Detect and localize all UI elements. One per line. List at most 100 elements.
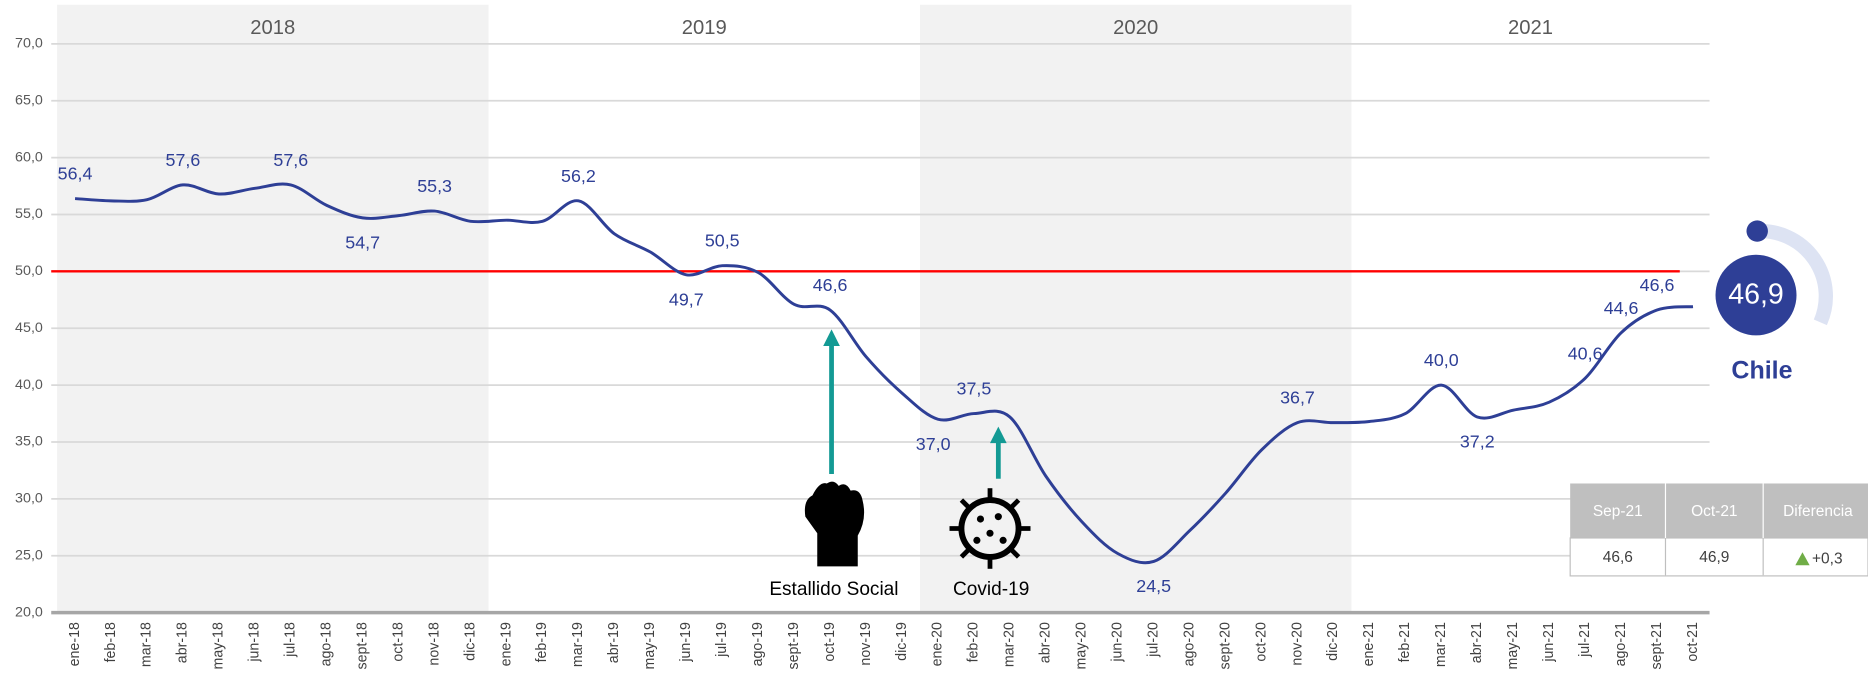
gauge-circle — [1715, 254, 1797, 336]
y-tick-label: 20,0 — [15, 604, 43, 620]
x-tick-label: mar-18 — [139, 622, 155, 667]
x-tick-label: dic-20 — [1325, 622, 1341, 661]
data-label: 37,5 — [957, 379, 992, 399]
data-label: 57,6 — [166, 150, 201, 170]
x-tick-label: sept-20 — [1217, 622, 1233, 669]
table-cell: +0,3 — [1812, 550, 1843, 567]
x-tick-label: ene-19 — [498, 622, 514, 666]
annotation-label: Estallido Social — [769, 579, 898, 600]
gauge-dot — [1746, 220, 1768, 242]
virus-icon — [958, 497, 1022, 560]
x-tick-label: sept-21 — [1649, 622, 1665, 669]
x-tick-label: nov-20 — [1289, 622, 1305, 666]
x-tick-label: may-18 — [211, 622, 227, 669]
data-label: 56,2 — [561, 166, 596, 186]
arrow-head — [989, 426, 1007, 444]
y-tick-label: 45,0 — [15, 320, 43, 336]
data-label: 37,2 — [1460, 432, 1495, 452]
y-tick-label: 60,0 — [15, 149, 43, 165]
fist-icon — [804, 481, 865, 567]
x-tick-label: dic-19 — [894, 622, 910, 661]
x-tick-label: feb-18 — [103, 622, 119, 662]
data-label: 37,0 — [916, 434, 951, 454]
data-label: 36,7 — [1280, 388, 1315, 408]
x-tick-label: ene-18 — [67, 622, 83, 666]
virus-spikes — [949, 488, 1031, 569]
annotation-estallido: Estallido Social — [769, 329, 899, 600]
table-row-bg — [1569, 537, 1868, 577]
year-label: 2018 — [250, 17, 295, 39]
x-tick-label: may-21 — [1505, 622, 1521, 669]
x-tick-label: jun-18 — [247, 622, 263, 663]
x-tick-label: jun-21 — [1541, 622, 1557, 663]
arrow-head — [823, 329, 840, 347]
table-cell: 46,6 — [1603, 549, 1633, 566]
x-tick-label: ago-19 — [750, 622, 766, 666]
x-tick-label: abr-19 — [606, 622, 622, 663]
x-tick-label: ago-21 — [1613, 622, 1629, 666]
x-tick-label: mar-19 — [570, 622, 586, 667]
x-tick-label: oct-21 — [1685, 622, 1701, 662]
virus-dots — [973, 513, 1007, 544]
x-tick-label: sept-18 — [354, 622, 370, 669]
data-label: 55,3 — [417, 176, 452, 196]
table-header: Diferencia — [1783, 503, 1853, 520]
x-tick-label: feb-20 — [966, 622, 982, 662]
table-header-bg — [1570, 483, 1868, 538]
up-triangle — [1795, 552, 1810, 566]
x-tick-label: jun-19 — [678, 622, 694, 663]
x-tick-label: mar-20 — [1002, 622, 1018, 667]
gauge-arc — [1756, 223, 1833, 326]
data-label: 49,7 — [669, 290, 704, 310]
data-label: 40,6 — [1568, 343, 1603, 363]
annotation-covid: Covid-19 — [949, 426, 1031, 600]
annotation-label: Covid-19 — [953, 579, 1029, 600]
y-tick-label: 70,0 — [15, 36, 43, 52]
x-tick-label: feb-21 — [1397, 622, 1413, 662]
x-tick-label: abr-18 — [175, 622, 191, 663]
year-label: 2021 — [1508, 17, 1553, 39]
data-label: 44,6 — [1604, 298, 1639, 318]
marks: 56,4 57,6 57,6 54,7 55,3 56,2 49,7 50,5 46,6 37,0… — [51, 150, 1694, 596]
grid: 20,0 25,0 30,0 35,0 40,0 45,0 50,0 55,0 60,0 65,0… — [15, 36, 1710, 670]
summary-table: Sep-21 Oct-21 Diferencia 46,6 46,9 +0,3 — [1569, 483, 1868, 577]
data-label: 57,6 — [273, 150, 308, 170]
x-tick-label: ago-20 — [1181, 622, 1197, 666]
y-tick-label: 50,0 — [15, 263, 43, 279]
year-label: 2020 — [1113, 17, 1158, 39]
x-tick-label: mar-21 — [1433, 622, 1449, 667]
data-label: 46,6 — [813, 275, 848, 295]
x-tick-label: sept-19 — [786, 622, 802, 669]
data-label: 56,4 — [58, 164, 93, 184]
data-label: 54,7 — [345, 233, 380, 253]
x-tick-label: jul-19 — [714, 622, 730, 658]
x-tick-label: abr-21 — [1469, 622, 1485, 663]
x-tick-label: oct-19 — [822, 622, 838, 662]
x-tick-label: jul-21 — [1577, 622, 1593, 658]
table-header: Oct-21 — [1691, 503, 1737, 520]
country-name: Chile — [1731, 357, 1792, 385]
x-tick-label: dic-18 — [462, 622, 478, 661]
data-label: 24,5 — [1136, 576, 1171, 596]
year-bands: 2018 2019 2020 2021 — [57, 4, 1553, 613]
y-tick-label: 40,0 — [15, 377, 43, 393]
year-band — [919, 4, 1352, 613]
data-label: 46,6 — [1640, 275, 1675, 295]
gauge-value: 46,9 — [1728, 279, 1784, 311]
x-tick-label: jul-18 — [283, 622, 299, 658]
x-tick-label: oct-18 — [390, 622, 406, 662]
y-tick-label: 25,0 — [15, 548, 43, 564]
x-tick-label: feb-19 — [534, 622, 550, 662]
x-tick-label: jun-20 — [1109, 622, 1125, 663]
x-tick-label: oct-20 — [1253, 622, 1269, 662]
x-tick-label: ene-20 — [930, 622, 946, 666]
x-tick-label: ene-21 — [1361, 622, 1377, 666]
gauge: 46,9 Chile — [1715, 220, 1833, 385]
x-tick-label: abr-20 — [1038, 622, 1054, 663]
x-tick-label: ago-18 — [318, 622, 334, 666]
y-tick-label: 35,0 — [15, 434, 43, 450]
year-band — [57, 4, 489, 613]
x-tick-label: jul-20 — [1145, 622, 1161, 658]
y-tick-label: 55,0 — [15, 206, 43, 222]
